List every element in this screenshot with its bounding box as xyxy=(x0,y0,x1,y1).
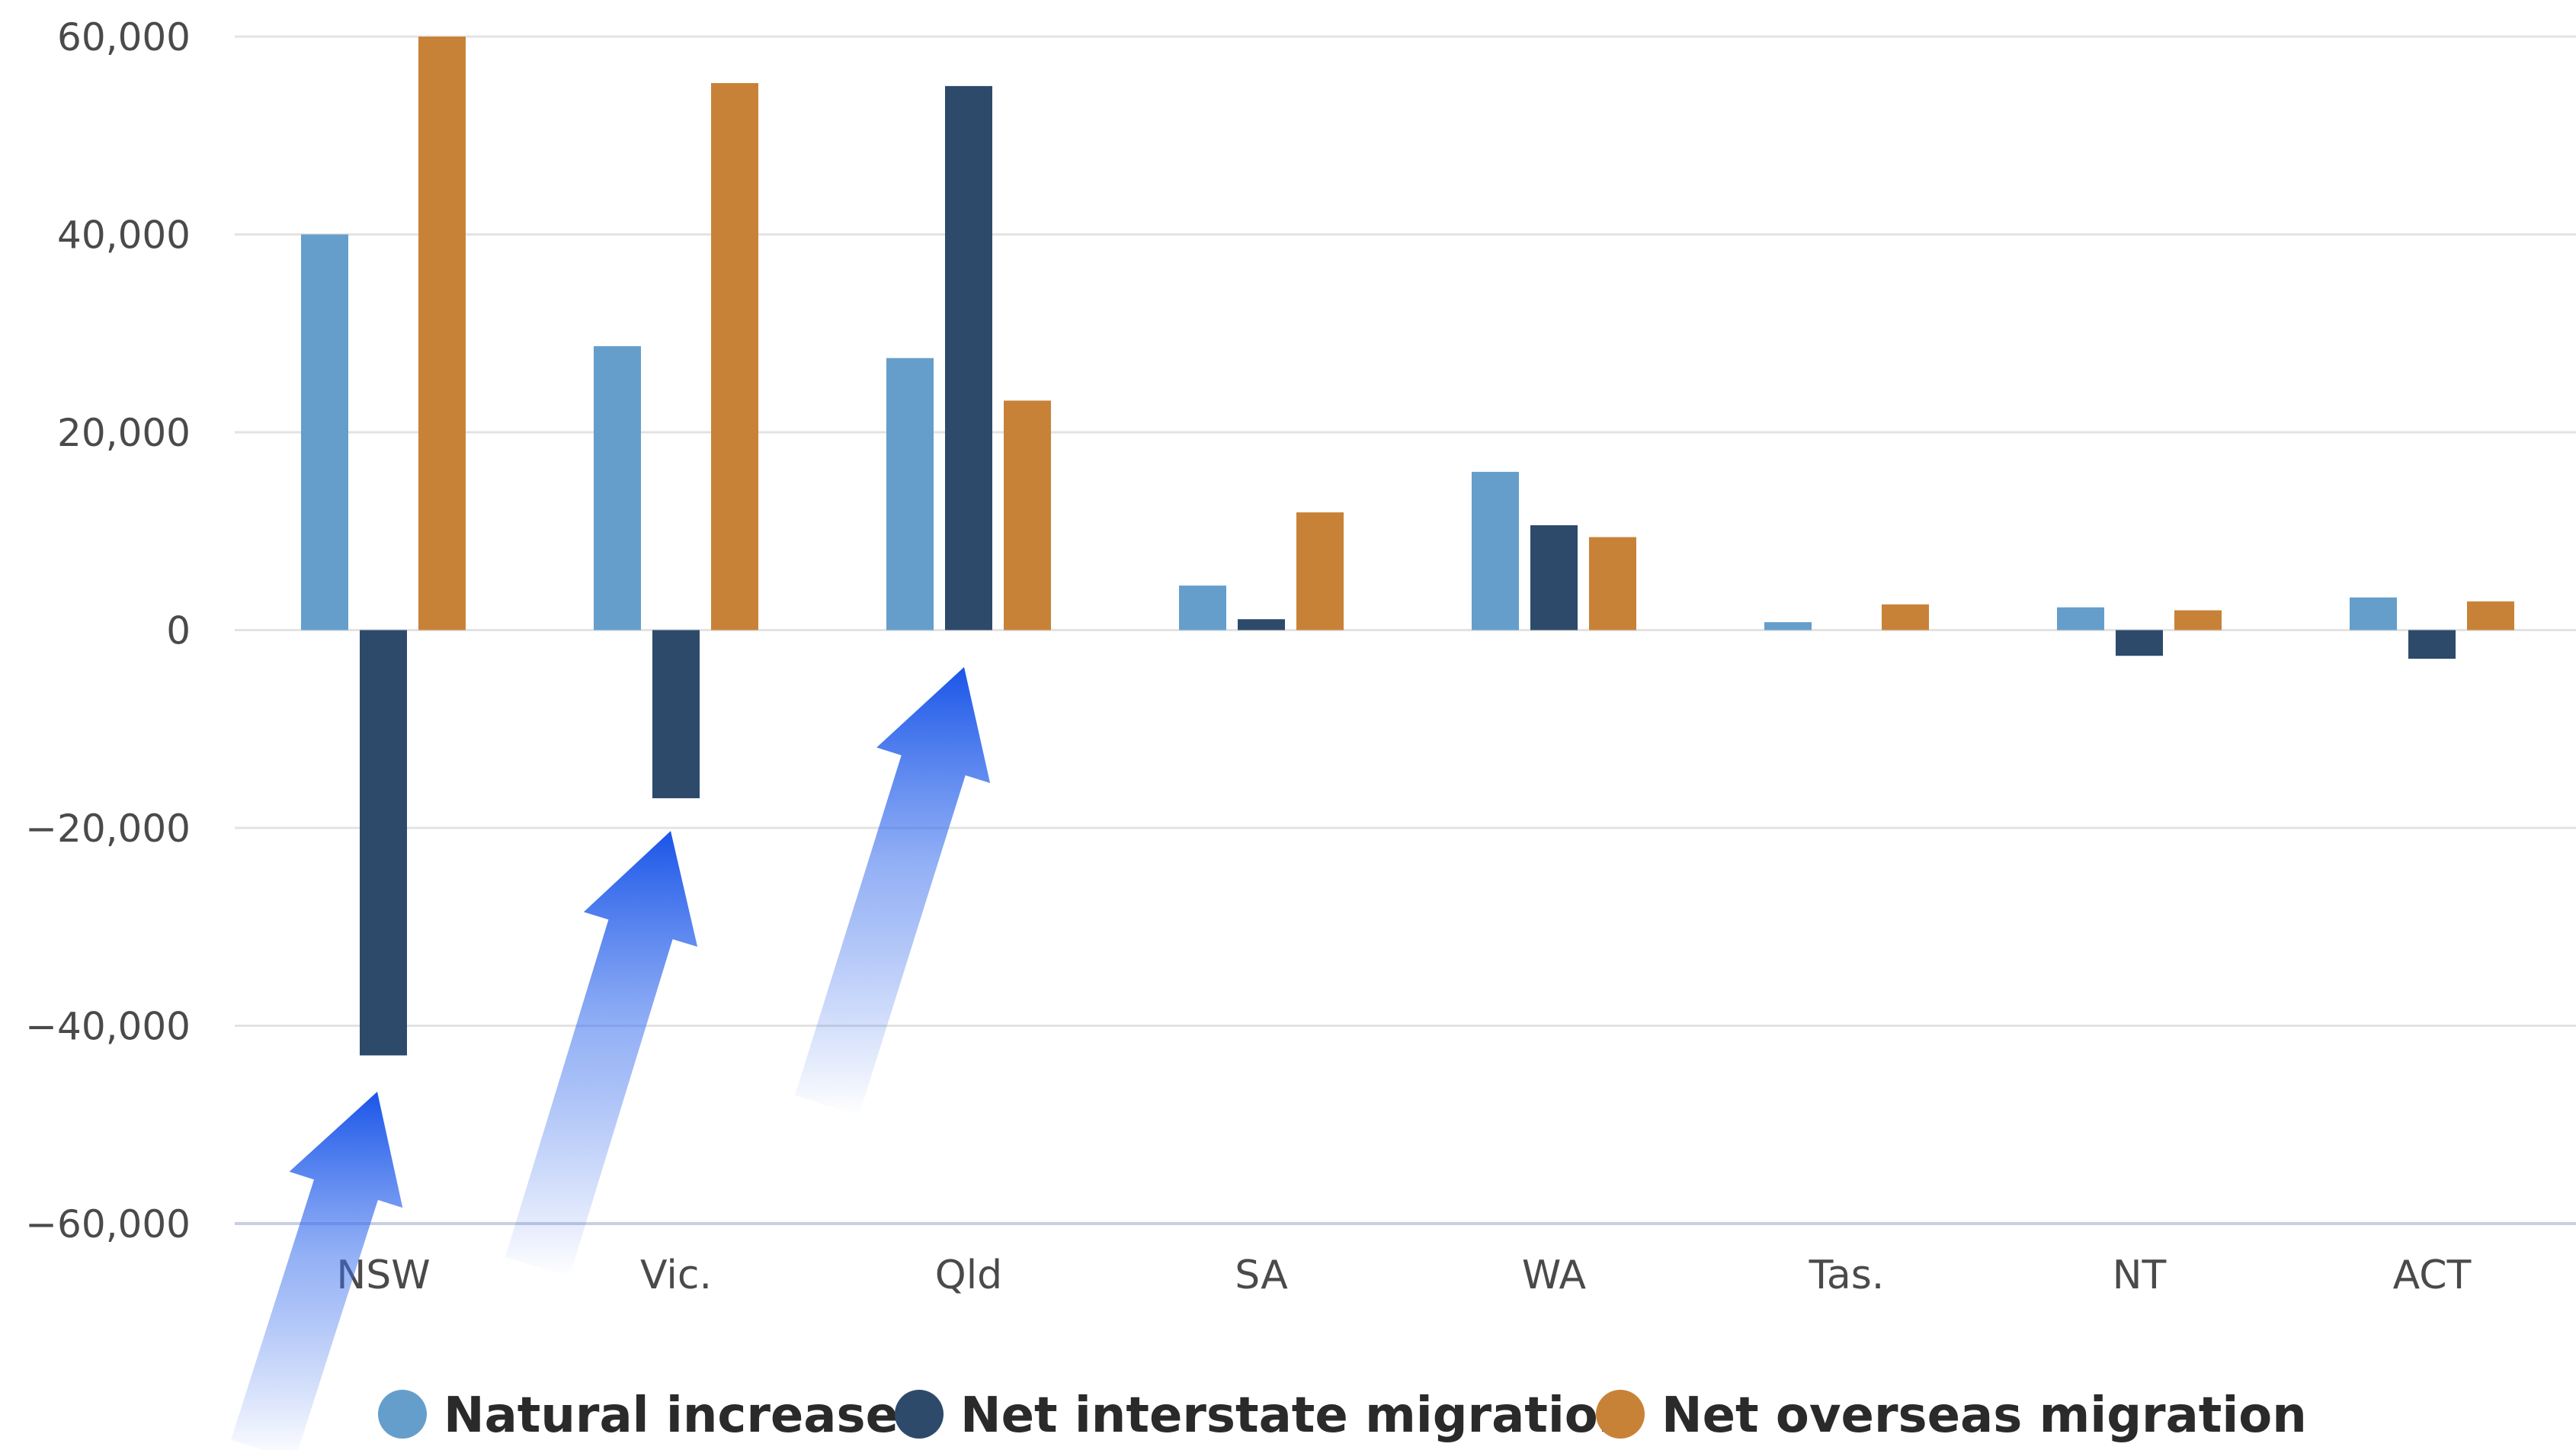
bar-net-interstate-migration-nsw xyxy=(360,630,407,1056)
bars xyxy=(301,37,2514,1056)
x-category-label: NT xyxy=(2113,1253,2167,1298)
bar-natural-increase-sa xyxy=(1179,585,1226,630)
x-category-label: Qld xyxy=(935,1253,1002,1298)
x-category-label: Tas. xyxy=(1809,1253,1885,1298)
legend-marker[interactable] xyxy=(378,1390,427,1439)
bar-net-overseas-migration-wa xyxy=(1589,537,1636,630)
bar-net-interstate-migration-vic xyxy=(652,630,700,799)
x-category-label: Vic. xyxy=(640,1253,712,1298)
bar-net-overseas-migration-vic xyxy=(711,82,758,630)
bar-natural-increase-act xyxy=(2350,597,2397,630)
x-category-label: ACT xyxy=(2393,1253,2472,1298)
x-category-label: SA xyxy=(1235,1253,1288,1298)
bar-net-overseas-migration-tas xyxy=(1882,604,1929,630)
annotation-arrows xyxy=(231,667,991,1450)
y-tick-label: 20,000 xyxy=(57,411,191,455)
bar-natural-increase-qld xyxy=(886,358,934,630)
y-tick-label: 40,000 xyxy=(57,213,191,258)
annotation-arrow-nsw xyxy=(231,1092,403,1450)
bar-net-overseas-migration-qld xyxy=(1004,400,1051,630)
legend-label[interactable]: Net interstate migration xyxy=(960,1387,1632,1444)
legend: Natural increase Net interstate migration… xyxy=(378,1387,2307,1444)
bar-net-interstate-migration-qld xyxy=(945,85,992,630)
y-tick-label: −20,000 xyxy=(25,807,191,851)
bar-natural-increase-tas xyxy=(1764,622,1812,630)
bar-net-interstate-migration-wa xyxy=(1530,525,1578,630)
bar-net-interstate-migration-nt xyxy=(2116,630,2163,656)
bar-net-overseas-migration-nsw xyxy=(418,37,466,630)
legend-label[interactable]: Natural increase xyxy=(444,1387,899,1444)
y-tick-label: 60,000 xyxy=(57,15,191,59)
legend-label[interactable]: Net overseas migration xyxy=(1661,1387,2307,1444)
bar-net-interstate-migration-act xyxy=(2408,630,2456,659)
bar-net-overseas-migration-nt xyxy=(2174,610,2222,630)
bar-net-overseas-migration-sa xyxy=(1296,512,1344,630)
y-tick-label: −60,000 xyxy=(25,1202,191,1246)
x-category-label: WA xyxy=(1522,1253,1587,1298)
bar-natural-increase-nt xyxy=(2057,607,2104,630)
legend-marker[interactable] xyxy=(895,1390,944,1439)
y-axis-tick-labels: 60,000 40,000 20,000 0 −20,000 −40,000 −60,000 xyxy=(25,15,191,1246)
annotation-arrow-qld xyxy=(795,667,991,1116)
bar-net-interstate-migration-sa xyxy=(1238,619,1285,630)
x-axis-category-labels: NSW Vic. Qld SA WA Tas. NT ACT xyxy=(336,1253,2471,1298)
y-tick-label: 0 xyxy=(166,609,191,653)
bar-natural-increase-wa xyxy=(1472,471,1519,630)
legend-marker[interactable] xyxy=(1596,1390,1645,1439)
annotation-arrow-vic xyxy=(505,831,698,1277)
bar-net-overseas-migration-act xyxy=(2467,601,2514,630)
bar-natural-increase-nsw xyxy=(301,234,348,630)
bar-natural-increase-vic xyxy=(594,346,641,630)
y-tick-label: −40,000 xyxy=(25,1005,191,1049)
